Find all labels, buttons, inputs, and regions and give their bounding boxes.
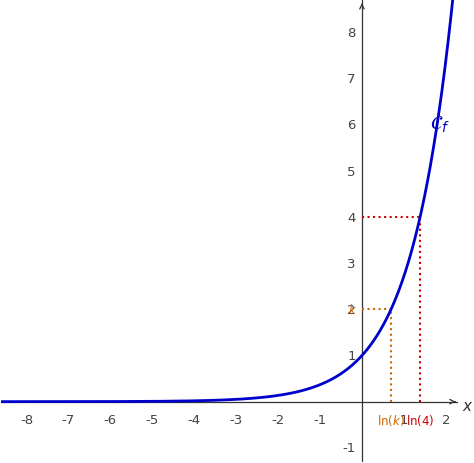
Text: -8: -8 [20, 413, 33, 426]
Text: 1: 1 [347, 349, 356, 362]
Text: $\mathcal{C}_f$: $\mathcal{C}_f$ [430, 115, 450, 135]
Text: $k$: $k$ [348, 303, 357, 317]
Text: 5: 5 [347, 165, 356, 178]
Text: 3: 3 [347, 257, 356, 270]
Text: 2: 2 [347, 303, 356, 316]
Text: -7: -7 [62, 413, 75, 426]
Text: -2: -2 [272, 413, 285, 426]
Text: $\ln(k)$: $\ln(k)$ [377, 412, 405, 427]
Text: -1: -1 [313, 413, 327, 426]
Text: 2: 2 [442, 413, 450, 426]
Text: 6: 6 [347, 119, 356, 132]
Text: 8: 8 [347, 27, 356, 40]
Text: 1: 1 [400, 413, 408, 426]
Text: -1: -1 [342, 441, 356, 454]
Text: 4: 4 [347, 211, 356, 224]
Text: $\ln(4)$: $\ln(4)$ [406, 412, 434, 427]
Text: -6: -6 [104, 413, 117, 426]
Text: -3: -3 [229, 413, 243, 426]
Text: -4: -4 [188, 413, 201, 426]
Text: -5: -5 [146, 413, 159, 426]
Text: $x$: $x$ [462, 398, 473, 413]
Text: 7: 7 [347, 73, 356, 86]
